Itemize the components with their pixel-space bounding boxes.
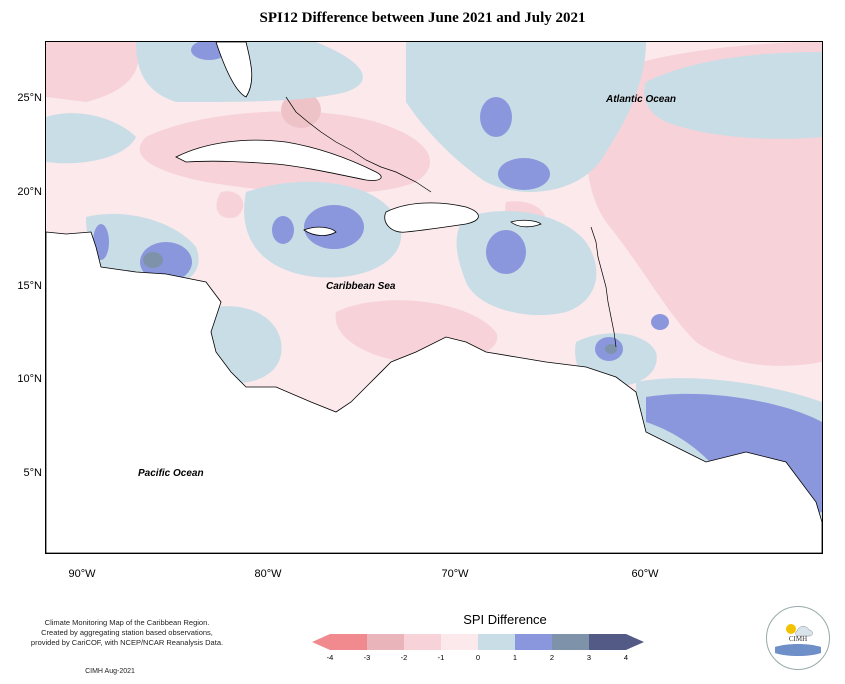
credit-line-2: Created by aggregating station based obs… <box>41 628 213 637</box>
legend-title: SPI Difference <box>463 612 547 627</box>
lat-label-25n: 25°N <box>17 92 42 104</box>
credit-line-3: provided by CariCOF, with NCEP/NCAR Rean… <box>30 638 224 647</box>
lon-label-80w: 80°W <box>254 568 282 580</box>
extreme-wet-regions <box>143 252 617 354</box>
map-svg <box>46 42 822 553</box>
logo-text: CIMH <box>788 635 808 643</box>
legend-tick-label: 2 <box>549 653 555 662</box>
cimh-logo: CIMH <box>766 606 830 670</box>
lat-label-5n: 5°N <box>23 467 42 479</box>
lat-label-10n: 10°N <box>17 373 42 385</box>
lon-label-60w: 60°W <box>631 568 659 580</box>
credit-footer: CIMH Aug-2021 <box>85 668 135 675</box>
legend-tick-label: 4 <box>623 653 629 662</box>
legend-swatch <box>515 634 552 650</box>
legend-colorbar <box>312 634 644 650</box>
legend-swatch <box>478 634 515 650</box>
credit-text: Climate Monitoring Map of the Caribbean … <box>12 618 242 648</box>
land-masses <box>46 42 822 553</box>
cloud-icon <box>795 626 813 637</box>
legend-swatch <box>330 634 367 650</box>
caribbean-sea-label: Caribbean Sea <box>326 281 396 292</box>
island-arcs <box>285 96 617 348</box>
lat-label-15n: 15°N <box>17 280 42 292</box>
lon-label-70w: 70°W <box>441 568 469 580</box>
legend-arrow-left <box>312 634 330 650</box>
legend-swatch <box>367 634 404 650</box>
map-title: SPI12 Difference between June 2021 and J… <box>259 10 586 26</box>
legend-arrow-right <box>626 634 644 650</box>
legend-swatch <box>441 634 478 650</box>
legend-tick-label: 0 <box>475 653 481 662</box>
credit-line-1: Climate Monitoring Map of the Caribbean … <box>44 618 210 627</box>
legend-tick-label: -2 <box>400 653 408 662</box>
lat-label-20n: 20°N <box>17 186 42 198</box>
legend-swatch <box>552 634 589 650</box>
legend-tick-label: -1 <box>437 653 445 662</box>
logo-emblem <box>775 624 821 656</box>
legend-tick-label: 3 <box>586 653 592 662</box>
legend-swatch <box>404 634 441 650</box>
atlantic-ocean-label: Atlantic Ocean <box>606 94 677 105</box>
sun-icon <box>786 624 796 634</box>
wave-icon <box>775 644 821 656</box>
pacific-ocean-label: Pacific Ocean <box>138 468 204 479</box>
legend-swatch <box>589 634 626 650</box>
legend-tick-label: -4 <box>326 653 334 662</box>
map-panel <box>45 41 823 554</box>
lon-label-90w: 90°W <box>68 568 96 580</box>
legend-tick-label: -3 <box>363 653 371 662</box>
legend-tick-label: 1 <box>512 653 518 662</box>
